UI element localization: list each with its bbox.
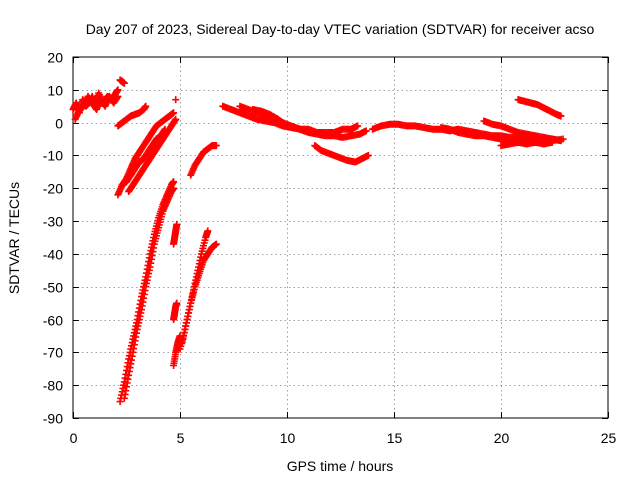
y-tick-label: -90 xyxy=(43,411,63,427)
x-tick-label: 25 xyxy=(601,430,617,446)
data-point-marker xyxy=(170,184,178,192)
series-arc-y xyxy=(497,135,567,150)
y-tick-label: -40 xyxy=(43,247,63,263)
series-arc-h xyxy=(116,178,178,406)
grid-lines xyxy=(73,57,608,418)
y-tick-label: -80 xyxy=(43,378,63,394)
data-markers xyxy=(69,76,567,406)
y-tick-label: -30 xyxy=(43,214,63,230)
data-point-marker xyxy=(114,86,122,94)
series-arc-m xyxy=(170,332,184,369)
data-point-marker xyxy=(142,102,150,110)
series-arc-d xyxy=(114,102,150,130)
data-point-marker xyxy=(161,125,169,133)
y-tick-label: 0 xyxy=(55,116,63,132)
data-point-marker xyxy=(204,227,212,235)
data-point-marker xyxy=(309,128,317,136)
data-point-marker xyxy=(120,79,128,87)
y-tick-label: -20 xyxy=(43,181,63,197)
plot-frame xyxy=(72,56,609,419)
y-tick-label: 10 xyxy=(47,83,63,99)
y-tick-label: -50 xyxy=(43,280,63,296)
data-point-marker xyxy=(362,127,370,135)
y-axis-ticks: 20 10 0 -10 -20 -30 -40 -50 -60 -70 -80 -90 xyxy=(43,50,608,427)
data-point-marker xyxy=(172,96,180,104)
series-arc-x xyxy=(514,96,565,120)
data-point-marker xyxy=(212,142,220,150)
series-arc-t xyxy=(311,142,372,166)
series-arc-j xyxy=(172,96,180,104)
data-point-marker xyxy=(354,122,362,130)
y-tick-label: -60 xyxy=(43,313,63,329)
x-tick-label: 0 xyxy=(70,430,78,446)
series-arc-b xyxy=(71,92,122,123)
x-tick-label: 15 xyxy=(387,430,403,446)
series-arc-i xyxy=(120,184,178,402)
chart-title: Day 207 of 2023, Sidereal Day-to-day VTE… xyxy=(86,21,595,37)
data-point-marker xyxy=(364,151,372,159)
series-arc-s xyxy=(249,106,317,136)
x-tick-label: 20 xyxy=(494,430,510,446)
data-point-marker xyxy=(212,240,220,248)
data-point-marker xyxy=(114,92,122,100)
data-point-marker xyxy=(170,109,178,117)
data-point-marker xyxy=(173,299,181,307)
x-axis-ticks: 0 5 10 15 20 25 xyxy=(70,57,617,446)
series-arc-l xyxy=(170,299,181,324)
data-point-marker xyxy=(173,220,181,228)
y-axis-label: SDTVAR / TECUs xyxy=(6,182,22,294)
data-point-marker xyxy=(559,135,567,143)
x-tick-label: 5 xyxy=(177,430,185,446)
y-tick-label: 20 xyxy=(47,50,63,66)
y-tick-label: -10 xyxy=(43,148,63,164)
x-tick-label: 10 xyxy=(280,430,296,446)
data-point-marker xyxy=(557,112,565,120)
data-point-marker xyxy=(170,178,178,186)
series-arc-o xyxy=(178,240,220,347)
y-tick-label: -70 xyxy=(43,345,63,361)
data-point-marker xyxy=(172,115,180,123)
x-axis-label: GPS time / hours xyxy=(287,458,394,474)
series-arc-g xyxy=(118,125,169,189)
series-arc-c xyxy=(116,76,128,87)
series-arc-p xyxy=(187,142,220,179)
series-arc-k xyxy=(170,220,181,248)
